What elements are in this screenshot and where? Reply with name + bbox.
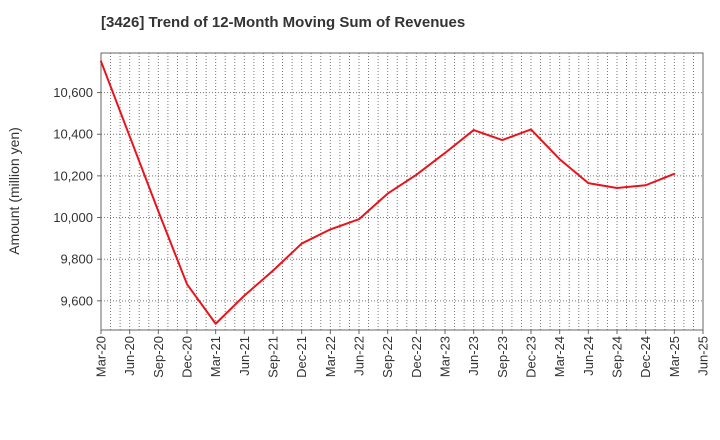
x-tick-label: Dec-24 xyxy=(638,336,653,378)
x-tick-label: Mar-22 xyxy=(323,336,338,377)
x-tick-label: Dec-22 xyxy=(409,336,424,378)
x-tick-label: Dec-21 xyxy=(294,336,309,378)
x-axis-ticks: Mar-20 Jun-20 Sep-20 Dec-20 Mar-21 Jun-21 Sep-… xyxy=(94,330,711,378)
y-axis-label: Amount (million yen) xyxy=(6,127,22,255)
grid xyxy=(101,53,703,330)
x-tick-label: Dec-20 xyxy=(180,336,195,378)
x-tick-label: Jun-25 xyxy=(696,336,711,376)
x-tick-label: Mar-24 xyxy=(552,336,567,377)
x-tick-label: Mar-23 xyxy=(438,336,453,377)
y-tick-label: 10,000 xyxy=(53,210,93,225)
x-tick-label: Mar-20 xyxy=(94,336,109,377)
x-tick-label: Jun-21 xyxy=(237,336,252,376)
x-tick-label: Jun-22 xyxy=(352,336,367,376)
plot-frame xyxy=(100,52,704,331)
x-tick-label: Dec-23 xyxy=(524,336,539,378)
x-tick-label: Jun-20 xyxy=(122,336,137,376)
x-tick-label: Sep-21 xyxy=(266,336,281,378)
x-tick-label: Mar-21 xyxy=(208,336,223,377)
x-tick-label: Jun-23 xyxy=(466,336,481,376)
x-tick-label: Mar-25 xyxy=(667,336,682,377)
chart-title: [3426] Trend of 12-Month Moving Sum of R… xyxy=(101,14,466,31)
y-tick-label: 10,400 xyxy=(53,127,93,142)
x-tick-label: Sep-24 xyxy=(610,336,625,378)
y-tick-label: 10,600 xyxy=(53,85,93,100)
x-tick-label: Sep-23 xyxy=(495,336,510,378)
y-tick-label: 9,600 xyxy=(60,293,93,308)
x-tick-label: Jun-24 xyxy=(581,336,596,376)
y-tick-label: 10,200 xyxy=(53,168,93,183)
series-layer xyxy=(100,60,676,325)
y-tick-label: 9,800 xyxy=(60,252,93,267)
y-axis-ticks: 9,600 9,800 10,000 10,200 10,400 10,600 xyxy=(53,85,101,308)
x-tick-label: Sep-20 xyxy=(151,336,166,378)
x-tick-label: Sep-22 xyxy=(380,336,395,378)
